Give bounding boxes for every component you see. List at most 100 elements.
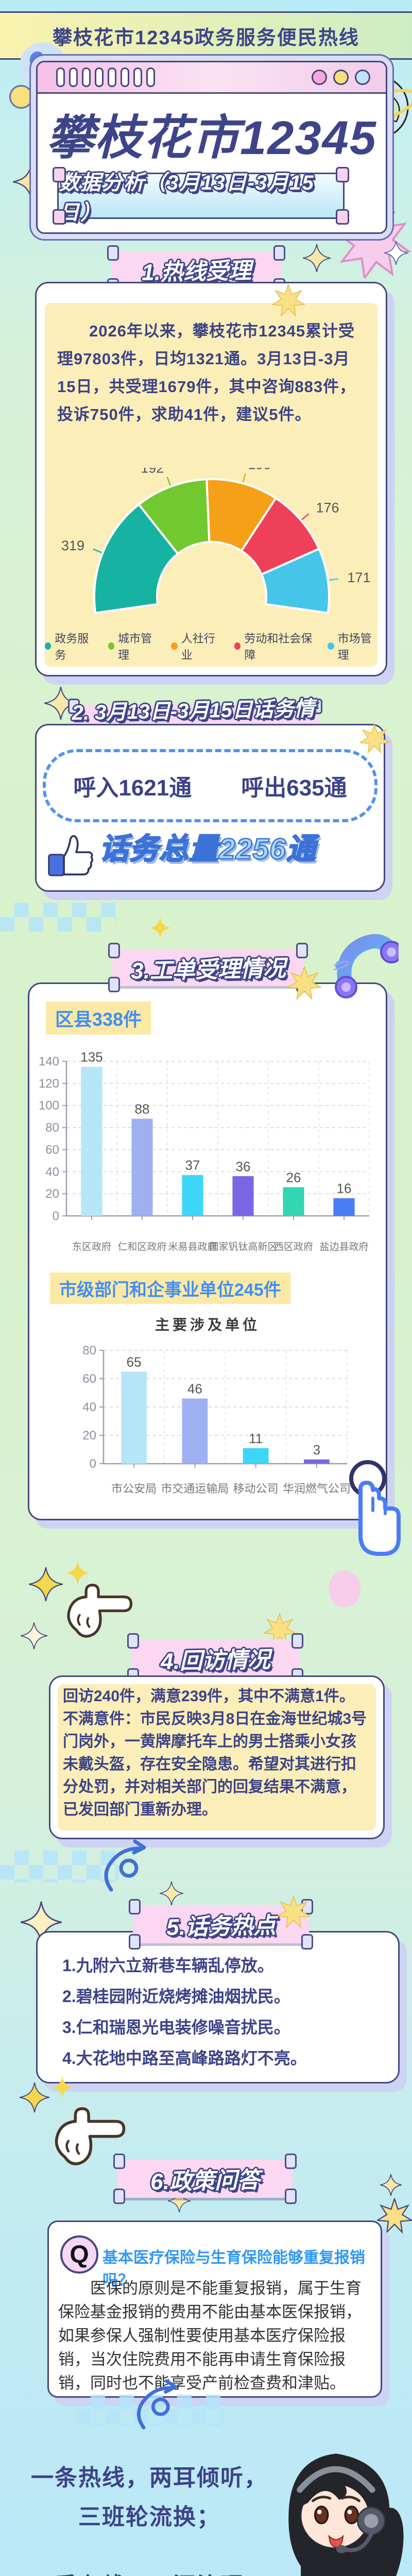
svg-text:移动公司: 移动公司 [233, 1482, 279, 1495]
svg-text:26: 26 [286, 1170, 301, 1185]
legend-item: 政务服务 [45, 630, 95, 663]
star-icon [264, 1613, 296, 1646]
svg-text:176: 176 [316, 500, 339, 515]
hand-cursor-icon [349, 1460, 401, 1556]
hotline-intro-text: 2026年以来，攀枝花市12345累计受理97803件，日均1321通。3月13… [57, 322, 356, 423]
svg-text:80: 80 [82, 1344, 96, 1358]
phone-3d-icon [334, 934, 399, 998]
browser-window: 攀枝花市12345 数据分析（3月13日-3月15日） [36, 61, 387, 234]
window-dot-pink [312, 70, 327, 85]
star-icon [277, 1895, 310, 1929]
star-icon [377, 2198, 412, 2234]
banner-pin [311, 699, 322, 714]
total-calls-text: 话务总量2256通 [99, 832, 316, 867]
titlebar-pill [56, 67, 65, 87]
sparkle-icon [160, 1881, 183, 1906]
window-titlebar [38, 62, 386, 94]
section6-banner: 6.政策问答 [113, 2154, 297, 2204]
corner-handle [53, 209, 66, 225]
svg-text:米易县政府: 米易县政府 [168, 1241, 217, 1252]
district-total-title: 区县338件 [46, 1002, 151, 1035]
sparkle-icon [384, 241, 408, 265]
banner-pin [273, 245, 285, 261]
svg-text:西区政府: 西区政府 [274, 1241, 313, 1252]
slogan-block-1: 一条热线，两耳倾听， 三班轮流换； [26, 2459, 273, 2537]
banner-pin [296, 943, 308, 958]
banner-pin [108, 943, 120, 958]
thumbs-up-icon [48, 835, 93, 876]
list-item: 4.大花地中路至高峰路路灯不亮。 [62, 2049, 307, 2067]
svg-text:11: 11 [249, 1431, 263, 1446]
svg-text:40: 40 [45, 1165, 59, 1179]
subtitle-text: 数据分析（3月13日-3月15日） [59, 172, 315, 224]
sparkle-icon [29, 1567, 63, 1602]
section5-banner-title: 5.话务热点 [166, 1913, 276, 1940]
checker-pattern [0, 903, 116, 931]
titlebar-pill [121, 67, 129, 87]
legend-dot [234, 642, 241, 650]
svg-text:0: 0 [90, 1457, 96, 1471]
call-counts-box: 呼入1621通 呼出635通 [43, 749, 377, 822]
follow-up-card: 回访240件，满意239件，其中不满意1件。不满意件：市民反映3月8日在金海世纪… [49, 1675, 385, 1839]
banner-pin [285, 2189, 297, 2204]
pointing-hand-icon [55, 2107, 126, 2165]
work-order-card: 区县338件 0 20 40 60 80 100 120 140 135 东区政府 88 仁和区政府 3… [28, 982, 387, 1520]
policy-qa-card: Q 基本医疗保险与生育保险能够重复报销吗？ 医保的原则是不能重复报销，属于生育保… [47, 2221, 382, 2398]
titlebar-pill [146, 67, 155, 87]
subtitle-box: 数据分析（3月13日-3月15日） [53, 167, 349, 225]
svg-text:140: 140 [39, 1055, 59, 1069]
main-title: 攀枝花市12345 [46, 112, 377, 164]
follow-up-panel [58, 1684, 376, 1831]
banner-pin [285, 2154, 297, 2169]
svg-text:60: 60 [82, 1372, 96, 1386]
svg-text:37: 37 [185, 1158, 200, 1173]
svg-text:市公安局: 市公安局 [111, 1482, 157, 1495]
sparkle-icon [380, 2174, 402, 2196]
hotline-card: 2026年以来，攀枝花市12345累计受理97803件，日均1321通。3月13… [35, 282, 387, 676]
section3-banner: 3.工单受理情况 [108, 943, 308, 992]
hot-topics-card: 1.九附六立新巷车辆乱停放。 2.碧桂园附近烧烤摊油烟扰民。 3.仁和瑞恩光电装… [36, 1931, 400, 2083]
checker-pattern [0, 1851, 118, 1883]
legend-dot [108, 642, 114, 650]
svg-text:盐边县政府: 盐边县政府 [319, 1241, 368, 1252]
banner-pin [113, 2154, 125, 2169]
question-badge: Q [60, 2235, 98, 2274]
district-bar-chart: 0 20 40 60 80 100 120 140 135 东区政府 88 仁和区政府 37 米易县政府 3… [37, 1046, 376, 1265]
sparkle-icon [303, 244, 331, 273]
sparkle-icon [21, 1622, 47, 1650]
city-chart-title: 主要涉及单位 [154, 1317, 260, 1333]
svg-text:190: 190 [248, 468, 271, 472]
banner-pin [107, 245, 119, 261]
pink-circle-decoration [329, 1570, 360, 1607]
svg-text:华润燃气公司: 华润燃气公司 [283, 1482, 351, 1495]
list-item: 1.九附六立新巷车辆乱停放。 [62, 1956, 274, 1975]
city-bar-chart: 0 20 40 60 80 65 市公安局 46 市交通运输局 11 移动公司 3 华润燃气公司 [74, 1335, 354, 1507]
slogan-line: 四季在线，五深治理， [26, 2567, 273, 2576]
sparkle-icon [52, 2076, 73, 2098]
svg-text:20: 20 [45, 1187, 59, 1201]
follow-up-text: 回访240件，满意239件，其中不满意1件。不满意件：市民反映3月8日在金海世纪… [63, 1688, 367, 1818]
svg-text:40: 40 [82, 1400, 96, 1414]
window-dot-blue [355, 70, 370, 85]
section4-banner-title: 4.回访情况 [160, 1647, 270, 1674]
svg-text:120: 120 [39, 1077, 59, 1091]
legend-item: 劳动和社会保障 [234, 630, 314, 663]
svg-text:88: 88 [135, 1101, 150, 1116]
svg-text:46: 46 [187, 1381, 202, 1397]
legend-item: 城市管理 [108, 630, 158, 663]
pointing-hand-icon [67, 1584, 133, 1638]
corner-handle [53, 167, 66, 182]
checker-pattern [76, 2395, 224, 2427]
case-type-gauge-chart: 319 192 190 176 171 [53, 456, 370, 634]
titlebar-pill [69, 67, 78, 87]
yellow-dot-decoration [9, 85, 33, 109]
banner-pin [301, 1934, 313, 1950]
slogan-line: 一条热线，两耳倾听， [31, 2465, 268, 2490]
page-top-title: 攀枝花市12345政务服务便民热线 [53, 27, 359, 49]
hot-topics-list: 1.九附六立新巷车辆乱停放。 2.碧桂园附近烧烤摊油烟扰民。 3.仁和瑞恩光电装… [62, 1950, 377, 2074]
answer-text: 医保的原则是不能重复报销，属于生育保险基金报销的费用不能由基本医保报销，如果参保… [58, 2279, 362, 2392]
banner-pin [129, 1899, 141, 1914]
district-title-wrap: 区县338件 [46, 1002, 151, 1035]
star-icon [272, 284, 305, 317]
svg-text:319: 319 [61, 538, 84, 553]
